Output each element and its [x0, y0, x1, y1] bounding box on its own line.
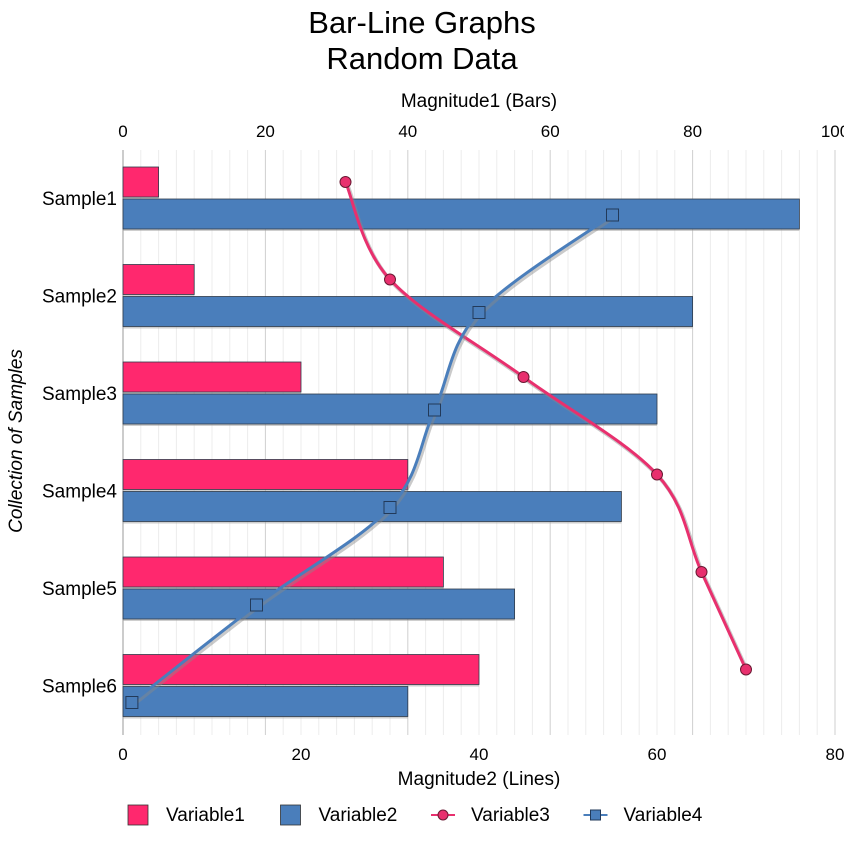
legend-label-variable3: Variable3: [471, 805, 550, 826]
category-label: Sample3: [42, 384, 117, 405]
point-variable3: [651, 468, 663, 481]
bar-variable2: [122, 393, 658, 425]
bar-axis-tick-label: 20: [256, 122, 275, 141]
line-shadow: [132, 215, 616, 707]
point-variable3: [695, 566, 708, 578]
category-label: Sample6: [42, 676, 117, 697]
line-variable4: [130, 213, 614, 704]
chart-subtitle: Random Data: [326, 41, 518, 76]
bar-axis-tick-label: 40: [398, 122, 417, 141]
legend-swatch-variable2: [280, 804, 301, 826]
bar-axis-tick-label: 60: [541, 122, 560, 141]
line-axis-tick-label: 40: [470, 745, 489, 764]
bar-axis-tick-label: 100: [821, 122, 844, 141]
bar-variable2: [122, 491, 622, 522]
category-label: Sample4: [42, 481, 117, 502]
category-label: Sample2: [42, 286, 117, 307]
bar-axis-tick-label: 80: [683, 122, 702, 141]
line-axis-tick-label: 80: [826, 745, 844, 764]
bar-variable2: [122, 588, 516, 620]
line-axis-tick-label: 60: [648, 745, 667, 764]
category-label: Sample5: [42, 579, 117, 600]
point-variable3: [339, 176, 352, 188]
point-variable4: [383, 501, 397, 514]
bar-variable1: [122, 166, 159, 198]
point-variable4: [606, 208, 619, 222]
bar-variable1: [122, 264, 195, 295]
bar-variable1: [122, 459, 409, 490]
bar-variable2: [122, 296, 693, 327]
bar-axis-tick-label: 0: [118, 122, 127, 141]
category-label: Sample1: [42, 189, 117, 210]
line-axis-tick-label: 20: [292, 745, 311, 764]
point-variable3: [384, 273, 396, 286]
bar-variable1: [122, 556, 444, 588]
legend-label-variable2: Variable2: [319, 805, 398, 826]
bar-axis-title: Magnitude1 (Bars): [401, 91, 557, 112]
point-variable4: [428, 403, 441, 417]
legend-marker-variable4: [590, 809, 601, 821]
legend-label-variable1: Variable1: [166, 805, 245, 826]
legend-marker-variable3: [437, 809, 449, 821]
line-axis-title: Magnitude2 (Lines): [398, 769, 561, 790]
point-variable4: [472, 306, 486, 319]
bar-variable2: [122, 686, 409, 717]
legend: Variable1 Variable2 Variable3 Variable4: [127, 804, 703, 826]
line-axis-tick-label: 0: [118, 745, 127, 764]
legend-label-variable4: Variable4: [624, 805, 703, 826]
point-variable3: [517, 371, 530, 383]
point-variable3: [740, 663, 752, 676]
bar-variable1: [122, 654, 480, 685]
category-axis-title: Collection of Samples: [6, 349, 27, 533]
chart-title: Bar-Line Graphs: [308, 5, 535, 40]
legend-swatch-variable1: [127, 804, 149, 826]
bar-variable2: [122, 198, 800, 230]
bar-variable1: [122, 361, 302, 393]
point-variable4: [250, 598, 263, 612]
point-variable4: [125, 696, 139, 709]
